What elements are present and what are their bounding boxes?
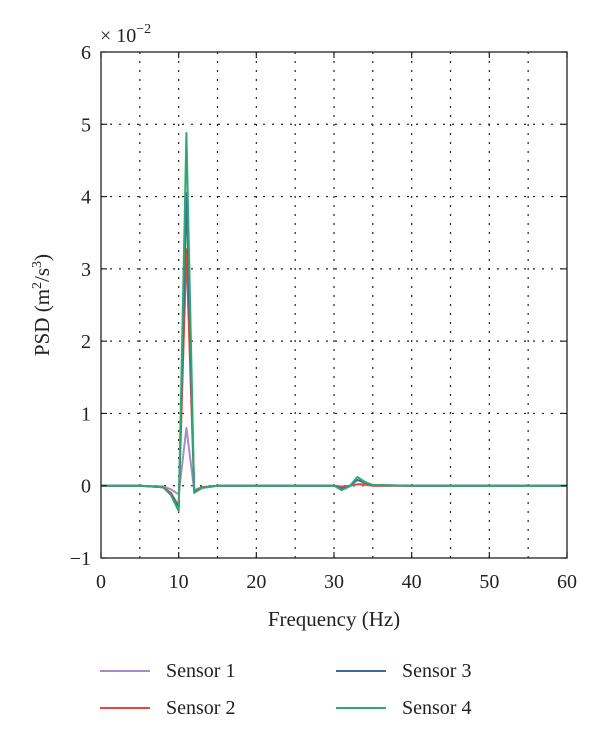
series-line-sensor-4 <box>101 132 567 512</box>
x-tick-label: 20 <box>246 571 266 593</box>
y-tick-label: 1 <box>81 403 91 425</box>
x-tick-label: 40 <box>402 571 422 593</box>
y-tick-label: 0 <box>81 476 91 498</box>
x-tick-label: 0 <box>96 571 106 593</box>
x-tick-label: 50 <box>479 571 499 593</box>
y-tick-label: 2 <box>81 331 91 353</box>
x-tick-label: 10 <box>169 571 189 593</box>
y-tick-label: −1 <box>70 548 91 570</box>
x-tick-label: 60 <box>557 571 577 593</box>
y-axis-label: PSD (m2/s3) <box>30 254 54 356</box>
y-exponent-label: × 10−2 <box>100 22 151 47</box>
y-tick-label: 5 <box>81 114 91 136</box>
series-lines <box>101 132 567 512</box>
y-tick-label: 3 <box>81 259 91 281</box>
x-tick-label: 30 <box>324 571 344 593</box>
y-tick-label: 6 <box>81 42 91 64</box>
legend-label: Sensor 1 <box>166 660 235 682</box>
legend-label: Sensor 2 <box>166 697 235 719</box>
legend-label: Sensor 4 <box>402 697 471 719</box>
grid <box>101 52 567 558</box>
y-tick-label: 4 <box>81 187 91 209</box>
legend-label: Sensor 3 <box>402 660 471 682</box>
legend: Sensor 1 Sensor 2 Sensor 3 Sensor 4 <box>100 660 471 719</box>
x-axis-label: Frequency (Hz) <box>268 607 400 631</box>
